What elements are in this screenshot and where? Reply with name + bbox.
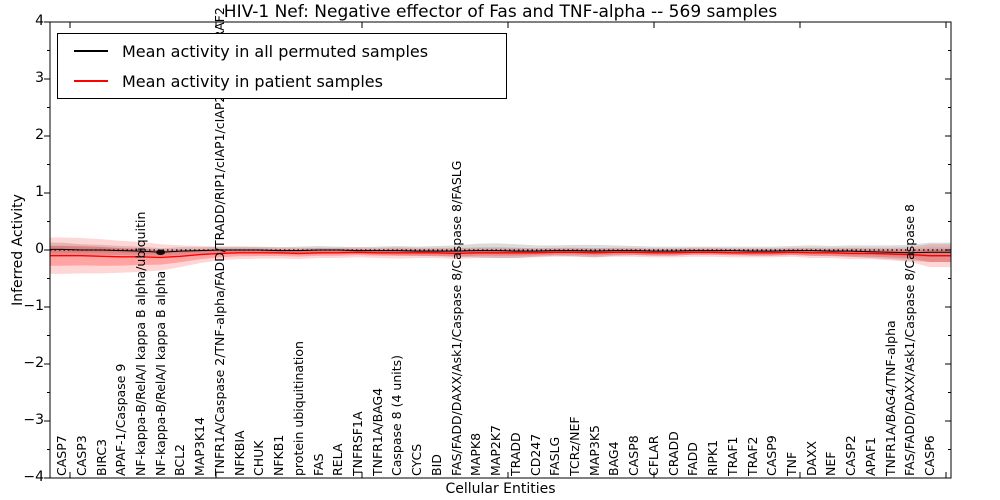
legend-label-permuted: Mean activity in all permuted samples xyxy=(122,41,429,61)
legend-line-permuted-icon xyxy=(74,50,108,52)
y-tick-label: 3 xyxy=(35,70,44,86)
legend-item: Mean activity in patient samples xyxy=(58,72,506,91)
legend-item: Mean activity in all permuted samples xyxy=(58,42,506,61)
y-tick-label: −2 xyxy=(23,355,44,371)
y-axis-title: Inferred Activity xyxy=(10,194,26,306)
y-tick-label: 1 xyxy=(35,184,44,200)
y-tick-label: −1 xyxy=(23,298,44,314)
y-tick-label: 2 xyxy=(35,127,44,143)
legend-label-patient: Mean activity in patient samples xyxy=(122,71,383,91)
y-tick-label: −4 xyxy=(23,469,44,485)
y-tick-label: 4 xyxy=(35,13,44,29)
y-tick-label: −3 xyxy=(23,412,44,428)
chart-title: HIV-1 Nef: Negative effector of Fas and … xyxy=(223,2,778,22)
y-tick-label: 0 xyxy=(35,241,44,257)
legend-line-patient-icon xyxy=(74,80,108,82)
legend: Mean activity in all permuted samples Me… xyxy=(57,33,507,99)
x-axis-title: Cellular Entities xyxy=(445,481,556,497)
